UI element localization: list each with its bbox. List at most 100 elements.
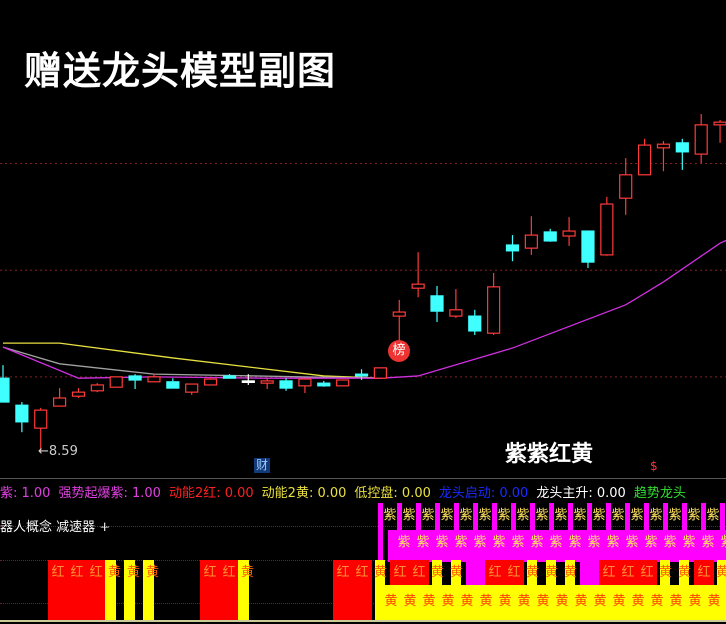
signal-label: 紫 xyxy=(454,535,468,550)
yellow-signal-label: 黄 xyxy=(544,565,558,580)
signal-label: 紫 xyxy=(592,508,606,523)
signal-label: 紫 xyxy=(535,508,549,523)
purple-column xyxy=(625,503,630,563)
chart-title: 赠送龙头模型副图 xyxy=(24,49,337,93)
yellow-signal-bar xyxy=(105,560,116,620)
candle xyxy=(15,402,29,433)
red-signal-cell: 红 xyxy=(694,560,714,585)
red-signal-cell: 红 xyxy=(390,560,410,585)
candle xyxy=(543,228,557,242)
yellow-band xyxy=(375,585,726,620)
yellow-signal-bar xyxy=(124,560,135,620)
low-price-value: 8.59 xyxy=(48,444,78,459)
indicator-value: 趋势龙头 xyxy=(633,486,686,501)
candle xyxy=(147,374,161,383)
candle-body xyxy=(336,379,350,387)
yellow-signal-label: 黄 xyxy=(658,565,672,580)
signal-label: 紫 xyxy=(440,508,454,523)
purple-column xyxy=(644,503,649,563)
yellow-signal-label: 黄 xyxy=(107,565,121,580)
candle-body xyxy=(656,143,671,149)
signal-label: 黄 xyxy=(574,594,588,609)
bang-badge-icon[interactable]: 榜 xyxy=(388,340,410,362)
indicator-value: 强势起爆紫: 1.00 xyxy=(58,486,161,501)
histogram-gridline xyxy=(0,603,726,604)
purple-band xyxy=(388,530,726,562)
signal-label: 紫 xyxy=(435,535,449,550)
signal-label: 紫 xyxy=(706,508,720,523)
purple-column xyxy=(397,503,402,563)
signal-label: 紫 xyxy=(625,535,639,550)
red-signal-cell: 红 xyxy=(333,560,353,620)
candle-body xyxy=(203,378,218,386)
finance-badge[interactable]: 财 xyxy=(254,458,271,473)
signal-label: 紫 xyxy=(668,508,682,523)
candle-body xyxy=(15,404,29,423)
purple-signal-cell xyxy=(466,560,485,585)
candle xyxy=(53,388,67,407)
signal-label: 紫 xyxy=(682,535,696,550)
purple-column xyxy=(530,503,535,563)
signal-label: 紫 xyxy=(459,508,473,523)
candle-body xyxy=(562,230,576,237)
yellow-signal-label: 黄 xyxy=(430,565,444,580)
signal-label: 紫 xyxy=(416,535,430,550)
candle-body xyxy=(411,283,425,289)
purple-column xyxy=(587,503,592,563)
yellow-signal-bar xyxy=(375,560,385,585)
candle xyxy=(317,380,331,387)
candle-body xyxy=(147,376,161,383)
candle-body xyxy=(694,124,708,155)
signal-label: 紫 xyxy=(478,508,492,523)
yellow-signal-bar xyxy=(565,560,575,585)
candle-body xyxy=(487,286,501,334)
candle xyxy=(203,378,218,386)
signal-label: 紫 xyxy=(554,508,568,523)
candle-body xyxy=(222,375,237,379)
signal-label: 紫 xyxy=(644,535,658,550)
candle xyxy=(298,378,312,394)
signal-label: 紫 xyxy=(687,508,701,523)
candle-body xyxy=(373,367,387,379)
signal-label: 紫 xyxy=(568,535,582,550)
candlestick-chart xyxy=(0,114,726,452)
candle-body xyxy=(185,383,199,393)
signal-label: 紫 xyxy=(397,535,411,550)
yellow-signal-label: 黄 xyxy=(563,565,577,580)
purple-column xyxy=(511,503,516,563)
candle xyxy=(619,158,633,215)
yellow-signal-bar xyxy=(143,560,154,620)
purple-column xyxy=(378,503,383,563)
histogram-gridline xyxy=(0,560,726,561)
candle-body xyxy=(0,377,10,403)
signal-label: 紫 xyxy=(402,508,416,523)
signal-label: 紫 xyxy=(573,508,587,523)
candle xyxy=(656,141,671,172)
signal-label: 紫 xyxy=(649,508,663,523)
candle-body xyxy=(392,311,406,317)
candle xyxy=(581,230,595,268)
candle-body xyxy=(468,315,482,332)
indicator-readout: 紫: 1.00 强势起爆紫: 1.00 动能2红: 0.00 动能2黄: 0.00 低控… xyxy=(0,482,694,501)
low-price-label: ←8.59 xyxy=(38,444,78,459)
signal-label: 黄 xyxy=(688,594,702,609)
candle-body xyxy=(241,380,255,383)
candle-body xyxy=(317,382,331,387)
purple-column xyxy=(454,503,459,563)
yellow-signal-bar xyxy=(432,560,442,585)
candle-body xyxy=(166,381,180,389)
candle xyxy=(600,196,614,256)
candle-body xyxy=(354,373,369,377)
signal-label: 紫 xyxy=(383,508,397,523)
concept-text: 器人概念 减速器 + xyxy=(0,520,111,535)
signal-label: 紫 xyxy=(549,535,563,550)
candle xyxy=(694,114,708,164)
red-signal-cell: 红 xyxy=(485,560,505,585)
signal-label: 紫 xyxy=(606,535,620,550)
candle xyxy=(128,374,142,389)
yellow-signal-label: 黄 xyxy=(525,565,539,580)
signal-label: 紫 xyxy=(611,508,625,523)
purple-column xyxy=(682,503,687,563)
candle xyxy=(449,289,463,318)
candle xyxy=(354,369,369,380)
